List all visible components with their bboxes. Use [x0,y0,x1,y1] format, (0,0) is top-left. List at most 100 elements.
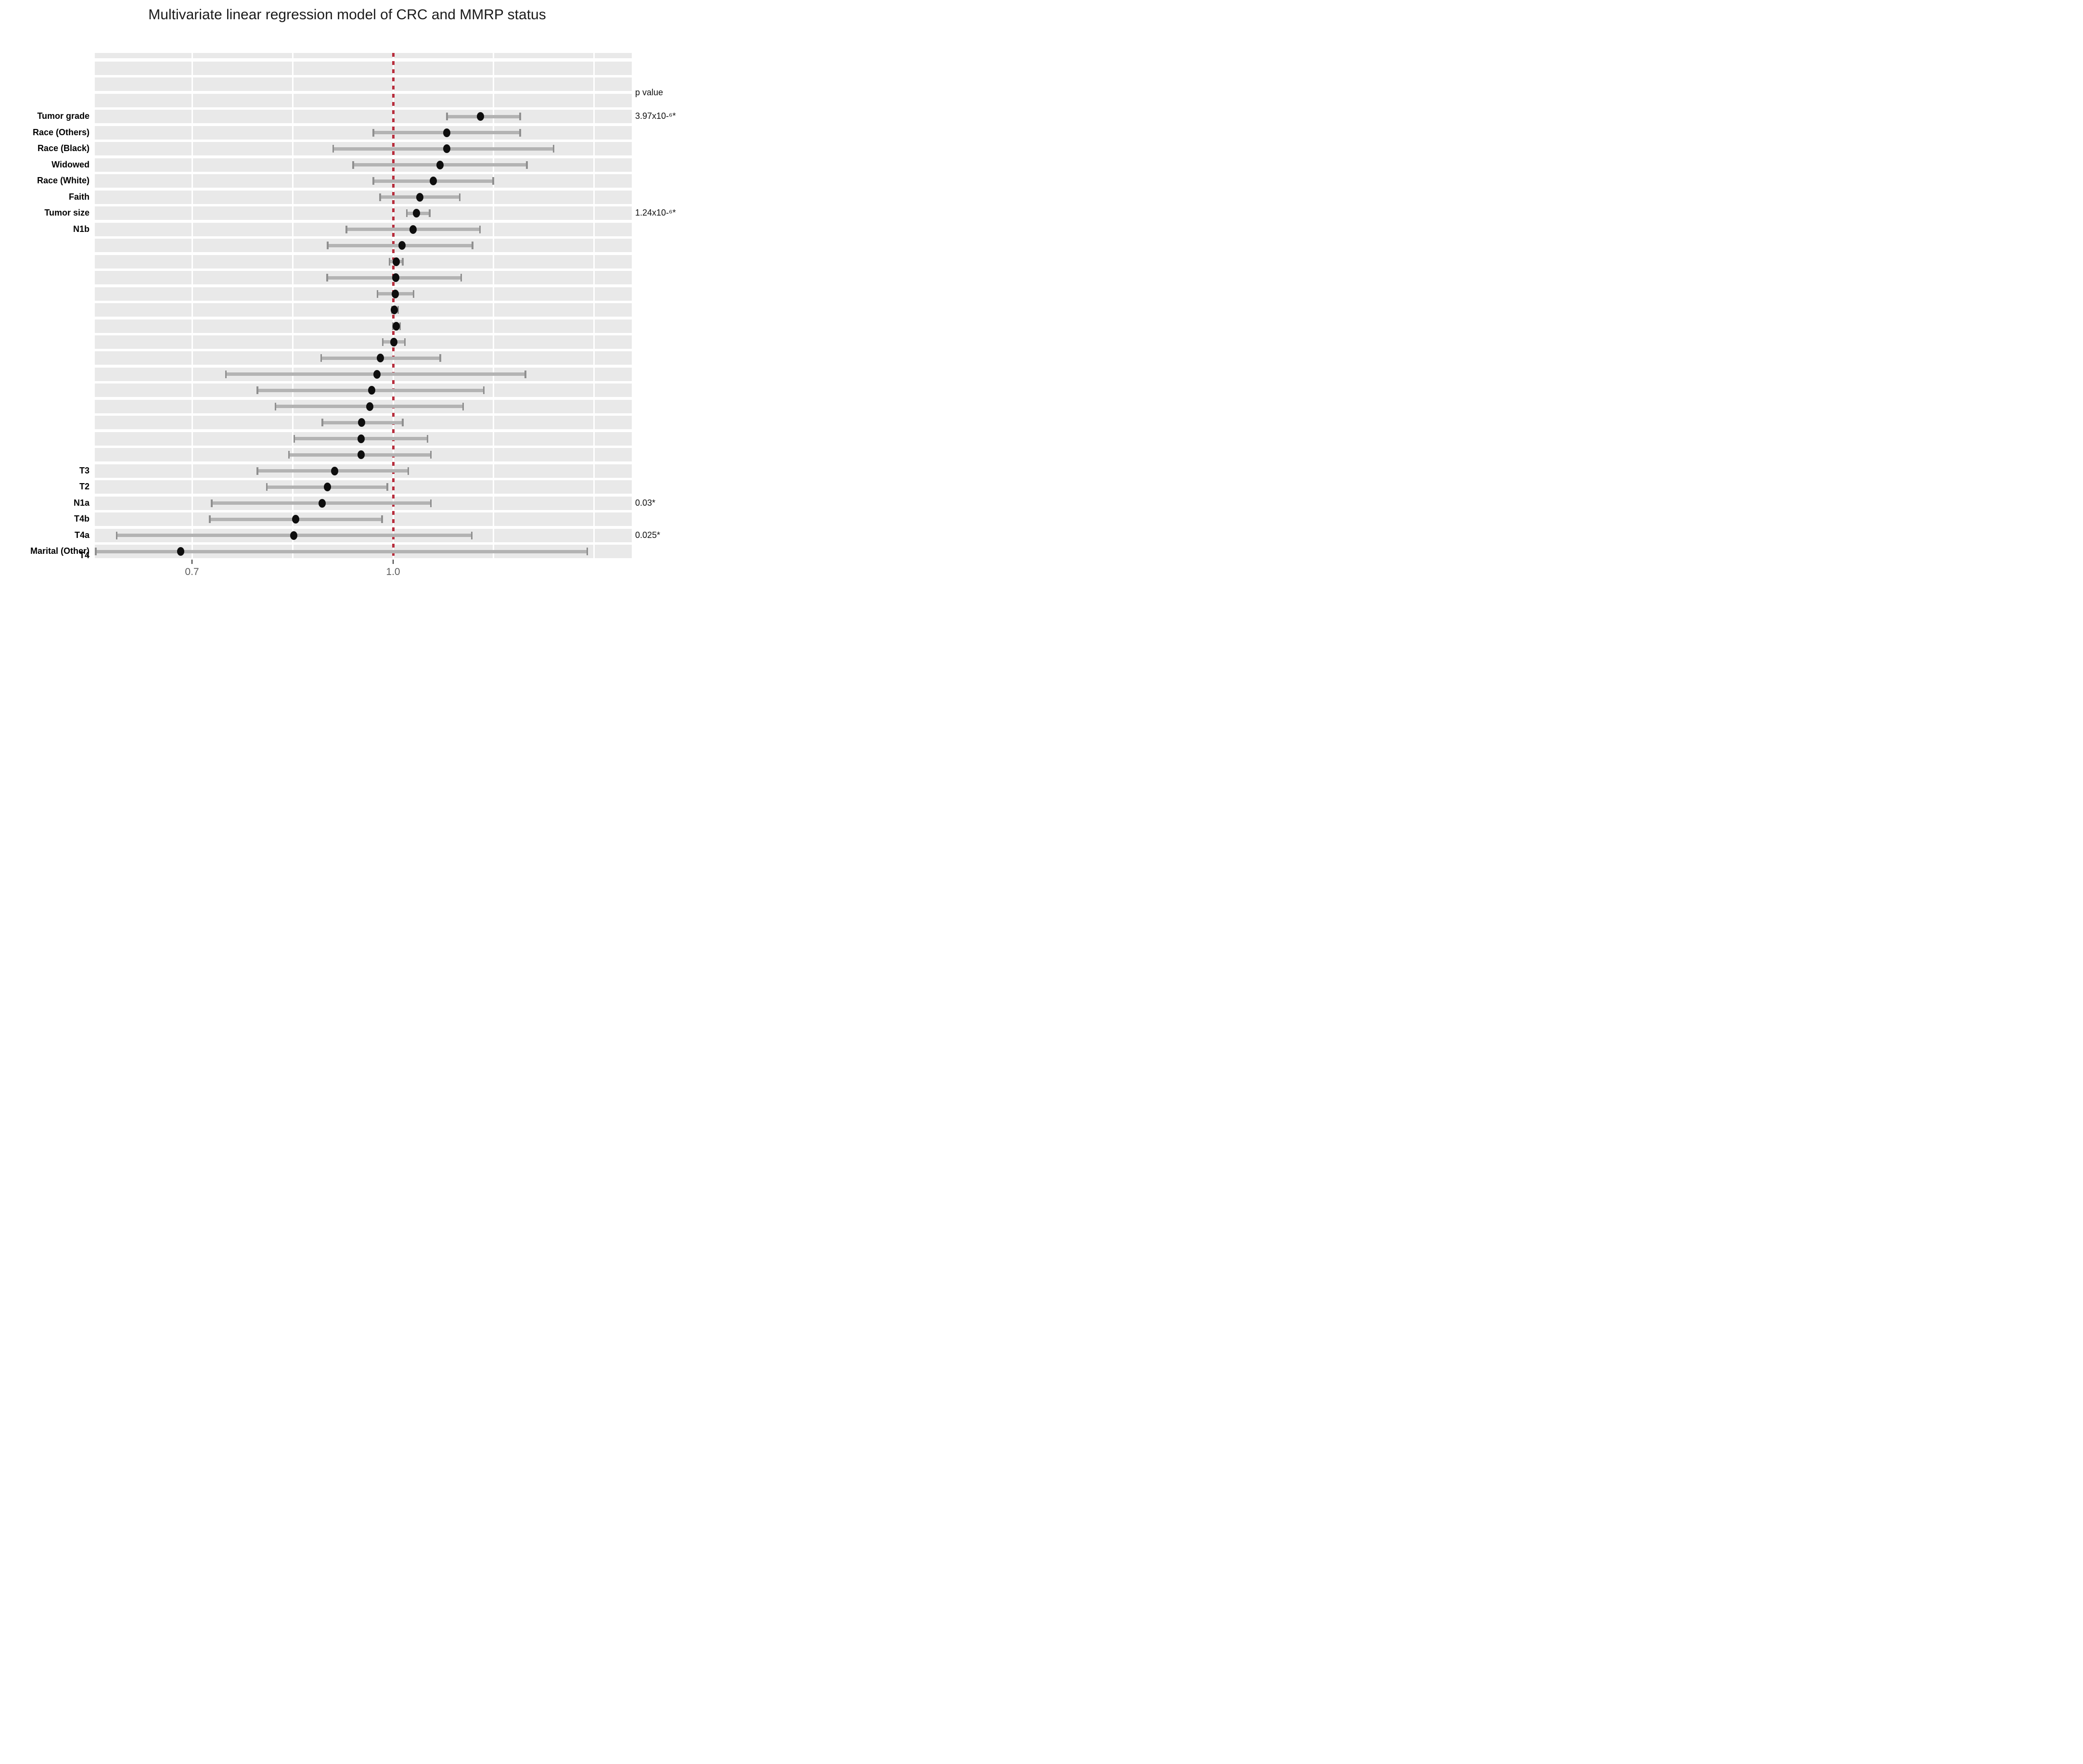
row-label: T3 [79,465,89,475]
ci-cap-right [519,128,521,137]
row-label: Widowed [51,159,89,169]
row-label: Faith [69,192,89,202]
p-value-label: 1.24x10-⁶* [635,208,676,218]
ci-cap-right [407,467,409,475]
forest-point [358,418,366,427]
row-label: T4b [74,514,89,524]
row-label: Tumor grade [37,111,89,121]
forest-point [443,144,450,153]
ci-cap-right [462,402,464,410]
forest-point [331,466,339,475]
x-tick [392,560,394,564]
grid-line [493,53,495,560]
ci-cap-right [429,209,431,217]
ci-cap-right [460,274,462,282]
forest-point [390,337,397,346]
ci-cap-right [430,451,432,459]
row-stripe [95,174,632,188]
ci-cap-right [426,435,429,443]
ci-cap-right [386,483,388,491]
row-label: N1a [73,498,89,508]
row-stripe [95,190,632,204]
ci-cap-left [352,161,354,169]
forest-point [290,531,298,540]
ci-cap-right [399,322,401,330]
ci-cap-right [439,354,441,362]
ci-cap-left [209,515,211,524]
x-tick [191,560,193,564]
forest-point [409,225,417,234]
row-label: T2 [79,482,89,492]
row-stripe [95,77,632,91]
ci-cap-left [388,257,391,266]
forest-point [318,499,326,508]
chart-title: Multivariate linear regression model of … [148,7,546,23]
ci-cap-left [274,402,277,410]
ci-cap-right [402,257,404,266]
ci-cap-right [430,499,432,507]
grid-line [191,53,193,560]
ci-cap-left [256,386,258,395]
ci-cap-right [586,548,588,556]
x-tick-label: 0.7 [185,566,199,577]
row-label: T4 [79,550,89,560]
forest-point [377,354,384,363]
row-label: Race (White) [37,176,89,186]
ci-cap-right [381,515,383,524]
row-stripe [95,53,632,58]
row-stripe [95,110,632,124]
ci-cap-right [459,193,461,201]
row-stripe [95,335,632,349]
row-stripe [95,303,632,317]
row-stripe [95,319,632,333]
forest-point [366,402,373,411]
ci-cap-left [332,145,334,153]
ci-cap-right [402,419,404,427]
ci-bar [95,550,588,553]
ci-cap-right [483,386,485,395]
ci-cap-right [526,161,528,169]
ci-cap-right [519,113,521,121]
forest-point [357,450,365,460]
forest-point [392,273,400,282]
forest-point [391,306,398,315]
row-stripe [95,126,632,140]
forest-point [393,321,400,331]
forest-point [368,386,375,395]
ci-cap-left [446,113,448,121]
ci-cap-left [392,322,394,330]
grid-line [292,53,294,560]
ci-cap-left [327,242,329,250]
row-label: Tumor size [44,208,89,218]
ci-cap-left [266,483,268,491]
p-value-header: p value [635,88,664,97]
forest-point [373,370,381,379]
ci-cap-left [288,451,290,459]
forest-point [177,547,184,556]
forest-point [430,177,437,186]
ci-cap-right [524,370,526,378]
ci-cap-left [382,338,384,346]
row-stripe [95,62,632,75]
ci-cap-left [326,274,328,282]
row-stripe [95,206,632,220]
ci-cap-left [320,354,322,362]
ci-cap-right [471,531,473,539]
forest-point [292,515,300,524]
p-value-label: 0.03* [635,498,656,508]
forest-panel [95,53,632,560]
ci-cap-left [256,467,258,475]
ci-cap-left [225,370,227,378]
ci-cap-right [412,290,415,298]
forest-point [476,112,484,121]
ci-cap-left [406,209,408,217]
ci-cap-left [115,531,118,539]
forest-point [357,434,365,443]
forest-point [391,289,399,298]
p-value-label: 0.025* [635,530,661,540]
ci-cap-right [397,306,399,314]
row-label: N1b [73,224,89,234]
ci-cap-left [379,193,381,201]
row-stripe [95,255,632,268]
forest-point [436,160,444,169]
